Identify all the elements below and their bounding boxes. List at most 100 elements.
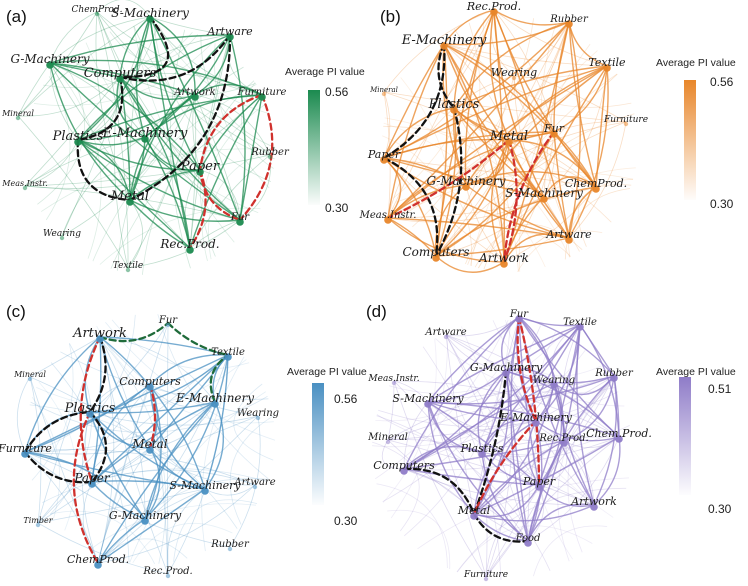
edge — [29, 404, 238, 529]
edge — [387, 217, 437, 257]
edge — [229, 415, 261, 548]
node-MeasInstr — [22, 185, 28, 191]
edge — [390, 331, 449, 519]
node-Rubber — [610, 374, 618, 382]
edge — [403, 382, 555, 470]
edge — [485, 440, 565, 578]
node-SMach — [146, 15, 154, 23]
node-label-RecProd: Rec.Prod. — [538, 433, 588, 444]
edge — [473, 382, 555, 515]
colorbar-title: Average PI value — [656, 57, 736, 69]
edge — [111, 319, 250, 370]
node-Wearing — [550, 381, 558, 389]
node-label-Artwork: Artwork — [173, 87, 215, 98]
colorbar-title: Average PI value — [285, 66, 365, 78]
node-label-GMach: G-Machinery — [470, 361, 543, 374]
edge — [17, 16, 151, 117]
node-EMach — [141, 135, 149, 143]
node-label-SMach: S-Machinery — [505, 186, 583, 200]
node-label-ChemProd: ChemProd. — [67, 553, 129, 566]
edge — [383, 157, 545, 198]
edge — [387, 217, 505, 263]
edge — [527, 382, 555, 542]
edge — [49, 62, 146, 138]
edge — [533, 525, 608, 577]
node-Rubber — [227, 546, 233, 552]
edge — [443, 43, 597, 188]
dashed-edge-black — [76, 75, 124, 142]
edge — [99, 336, 146, 520]
dashed-edge-red — [188, 168, 207, 250]
dashed-edge-red — [238, 93, 274, 222]
dashed-edge-black — [402, 467, 476, 516]
edge — [427, 324, 581, 403]
panel-3: Fur Artware Textile G-Machinery Meas.Instr. W… — [366, 302, 736, 582]
dashed-edge-red — [502, 130, 556, 264]
colorbar-min: 0.30 — [334, 514, 358, 528]
edge — [184, 169, 201, 249]
edge — [90, 503, 257, 550]
edge — [478, 232, 572, 269]
edge — [55, 67, 102, 259]
node-label-Paper: Paper — [73, 471, 110, 485]
node-Metal — [146, 446, 154, 454]
node-Textile — [224, 353, 232, 361]
edge — [49, 62, 196, 96]
node-Computers — [400, 467, 408, 475]
edge — [99, 336, 206, 490]
edge — [92, 84, 257, 262]
edge — [481, 419, 537, 453]
dashed-edge-red — [516, 315, 538, 423]
node-Mineral — [15, 115, 21, 121]
edge — [149, 384, 259, 417]
edge — [435, 186, 597, 257]
edge — [89, 411, 151, 449]
node-Timber — [35, 522, 41, 528]
edge — [29, 336, 101, 378]
edge — [527, 503, 595, 542]
edge — [199, 80, 255, 257]
edge — [204, 401, 225, 490]
node-label-Wearing: Wearing — [237, 408, 279, 419]
edge — [129, 199, 241, 222]
panel-0: ChemProd.S-Machinery Artware G-MachineryCo… — [1, 0, 365, 275]
edge — [473, 440, 565, 515]
edge — [30, 395, 268, 433]
edge — [435, 196, 545, 257]
node-Furniture — [483, 576, 489, 582]
edge — [91, 354, 229, 483]
dashed-edge-green — [166, 321, 230, 357]
edge — [24, 76, 121, 187]
edge — [387, 184, 467, 219]
edge — [481, 375, 615, 453]
edge — [149, 384, 216, 408]
edge — [453, 107, 570, 239]
edge — [465, 170, 597, 188]
colorbar — [684, 80, 696, 200]
node-MeasInstr — [384, 216, 392, 224]
edge — [403, 468, 529, 542]
node-Artware — [252, 484, 258, 490]
edge — [427, 401, 620, 438]
edge — [204, 484, 256, 496]
node-label-Artwork: Artwork — [570, 495, 617, 508]
edge — [393, 380, 429, 403]
edge — [538, 324, 581, 486]
edge — [36, 359, 247, 408]
edge — [412, 22, 481, 228]
edge — [84, 336, 101, 413]
edge — [443, 43, 505, 263]
node-Fur — [550, 130, 558, 138]
edge — [505, 368, 555, 384]
edge — [563, 375, 615, 442]
edge — [387, 439, 595, 506]
node-label-Furniture: Furniture — [463, 570, 508, 580]
node-GMach — [46, 61, 54, 69]
edge — [387, 509, 451, 570]
edge — [543, 176, 597, 198]
node-label-Furniture: Furniture — [237, 87, 287, 98]
edge — [481, 451, 540, 486]
node-label-MeasInstr: Meas.Instr. — [1, 179, 47, 188]
edge — [505, 319, 602, 377]
